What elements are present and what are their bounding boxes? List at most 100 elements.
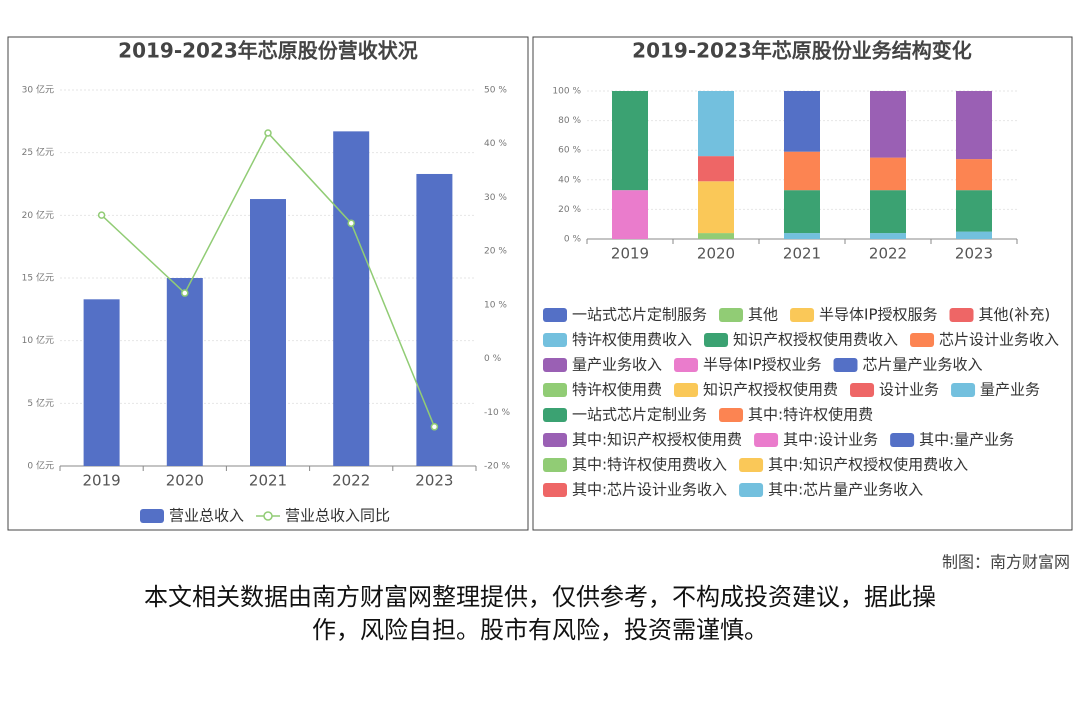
- legend-swatch: [140, 509, 164, 523]
- legend-label: 设计业务: [879, 381, 939, 399]
- legend-label: 芯片设计业务收入: [939, 331, 1059, 349]
- legend-swatch: [263, 511, 273, 521]
- x-tick-label: 2019: [611, 245, 649, 263]
- bar-segment: [956, 91, 992, 160]
- x-tick-label: 2020: [697, 245, 735, 263]
- y-tick-label: 80 %: [558, 116, 581, 126]
- bar-segment: [698, 233, 734, 239]
- x-tick-label: 2019: [83, 472, 121, 490]
- x-tick-label: 2021: [783, 245, 821, 263]
- legend-swatch: [543, 433, 567, 447]
- legend-label: 芯片量产业务收入: [863, 356, 983, 374]
- y2-tick-label: 0 %: [484, 354, 502, 364]
- bar-segment: [784, 233, 820, 239]
- legend-swatch: [833, 358, 858, 372]
- legend-swatch: [850, 383, 875, 397]
- legend-label: 半导体IP授权业务: [703, 356, 821, 374]
- legend-label: 营业总收入同比: [285, 507, 390, 525]
- bar-segment: [784, 151, 820, 191]
- legend-label: 其中:特许权使用费收入: [572, 456, 727, 474]
- y-tick-label: 100 %: [552, 87, 581, 97]
- x-tick-label: 2020: [166, 472, 204, 490]
- legend-swatch: [674, 358, 699, 372]
- y-tick-label: 20 亿元: [22, 209, 54, 221]
- y2-tick-label: -20 %: [484, 462, 511, 472]
- legend-swatch: [951, 383, 976, 397]
- legend-label: 其中:量产业务: [919, 431, 1014, 449]
- point: [430, 423, 439, 431]
- legend-swatch: [543, 333, 567, 347]
- y-tick-label: 0 亿元: [27, 460, 54, 472]
- chart-title: 2019-2023年芯原股份业务结构变化: [632, 39, 972, 63]
- bar-segment: [612, 190, 648, 239]
- legend-label: 其中:知识产权授权使用费收入: [768, 456, 968, 474]
- legend-swatch: [719, 308, 744, 322]
- bar: [166, 278, 203, 466]
- bar-segment: [956, 231, 992, 239]
- legend-swatch: [674, 383, 699, 397]
- legend-label: 半导体IP授权服务: [819, 306, 937, 324]
- legend-label: 特许权使用费收入: [572, 331, 692, 349]
- y-tick-label: 0 %: [564, 235, 582, 245]
- legend-swatch: [543, 408, 567, 422]
- disclaimer: 作，风险自担。股市有风险，投资需谨慎。: [312, 616, 768, 644]
- legend-label: 其中:芯片设计业务收入: [572, 481, 727, 499]
- legend-label: 其中:设计业务: [783, 431, 878, 449]
- legend-swatch: [754, 433, 779, 447]
- legend-label: 知识产权授权使用费: [703, 381, 838, 399]
- legend-label: 特许权使用费: [572, 381, 662, 399]
- point: [181, 289, 189, 297]
- bar-segment: [870, 157, 906, 191]
- bar: [416, 173, 453, 466]
- bar-segment: [956, 159, 992, 191]
- bar-segment: [870, 91, 906, 158]
- bar-segment: [698, 181, 734, 234]
- legend-label: 其中:知识产权授权使用费: [572, 431, 742, 449]
- x-tick-label: 2022: [332, 472, 370, 490]
- y2-tick-label: 20 %: [484, 247, 507, 257]
- y-tick-label: 60 %: [558, 146, 581, 156]
- bar-segment: [698, 156, 734, 182]
- bar: [333, 131, 370, 467]
- x-tick-label: 2021: [249, 472, 287, 490]
- legend-swatch: [890, 433, 915, 447]
- y2-tick-label: 30 %: [484, 193, 507, 203]
- y-tick-label: 20 %: [558, 205, 581, 215]
- bar-segment: [784, 190, 820, 234]
- legend-label: 一站式芯片定制服务: [572, 306, 707, 324]
- panel-frame: [532, 36, 1073, 531]
- credit: 制图：南方财富网: [942, 553, 1070, 572]
- legend-label: 其中:芯片量产业务收入: [768, 481, 923, 499]
- legend-swatch: [543, 383, 567, 397]
- y-tick-label: 10 亿元: [22, 334, 54, 346]
- legend-label: 量产业务收入: [572, 356, 662, 374]
- y-tick-label: 25 亿元: [22, 146, 54, 158]
- legend-swatch: [543, 483, 567, 497]
- y-tick-label: 40 %: [558, 175, 581, 185]
- legend-swatch: [910, 333, 935, 347]
- legend-swatch: [704, 333, 729, 347]
- legend-label: 营业总收入: [169, 507, 244, 525]
- y-tick-label: 5 亿元: [27, 397, 54, 409]
- legend-label: 量产业务: [980, 381, 1040, 399]
- bar: [250, 199, 286, 467]
- legend-swatch: [543, 358, 567, 372]
- legend-swatch: [949, 308, 974, 322]
- point: [264, 129, 272, 137]
- bar-segment: [956, 190, 992, 232]
- y2-tick-label: 10 %: [484, 300, 507, 310]
- legend-swatch: [739, 458, 764, 472]
- legend-label: 其中:特许权使用费: [748, 406, 873, 424]
- bar-segment: [612, 91, 648, 191]
- legend-swatch: [543, 308, 567, 322]
- legend-label: 其他: [748, 306, 778, 324]
- panel-frame: [7, 36, 529, 531]
- bar-segment: [784, 91, 820, 152]
- y-tick-label: 15 亿元: [22, 272, 54, 284]
- x-tick-label: 2023: [415, 472, 453, 490]
- legend-swatch: [790, 308, 815, 322]
- bar-segment: [870, 190, 906, 234]
- bar-segment: [698, 91, 734, 157]
- disclaimer: 本文相关数据由南方财富网整理提供，仅供参考，不构成投资建议，据此操: [144, 583, 936, 611]
